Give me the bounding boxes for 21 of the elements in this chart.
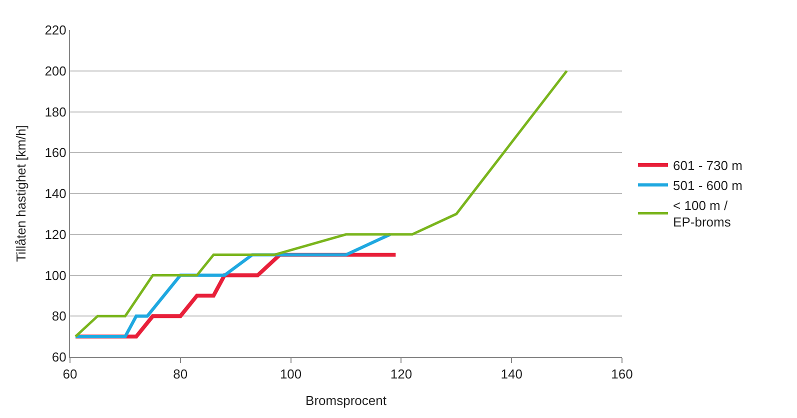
legend-label: 501 - 600 m (673, 178, 742, 193)
x-tick-label: 140 (500, 366, 522, 382)
legend-label: 601 - 730 m (673, 158, 742, 174)
legend-label: < 100 m / EP-broms (673, 198, 732, 230)
x-tick-label: 160 (611, 366, 633, 382)
y-axis-title: Tillåten hastighet [km/h] (14, 125, 29, 262)
y-tick-label: 60 (52, 350, 66, 365)
x-tick-label: 100 (280, 366, 302, 382)
y-tick-label: 160 (44, 145, 66, 160)
y-tick-label: 140 (44, 186, 66, 202)
y-tick-label: 200 (44, 63, 66, 78)
x-tick-label: 60 (62, 366, 78, 382)
y-tick-label: 120 (44, 226, 66, 242)
y-tick-label: 220 (44, 22, 66, 38)
y-tick-label: 80 (52, 308, 66, 324)
line-series (74, 70, 568, 338)
x-tick-label: 80 (173, 366, 188, 382)
x-tick-label: 120 (390, 366, 412, 382)
y-tick-label: 180 (44, 104, 66, 120)
x-axis-title: Bromsprocent (306, 393, 387, 408)
y-tick-label: 100 (44, 268, 66, 283)
